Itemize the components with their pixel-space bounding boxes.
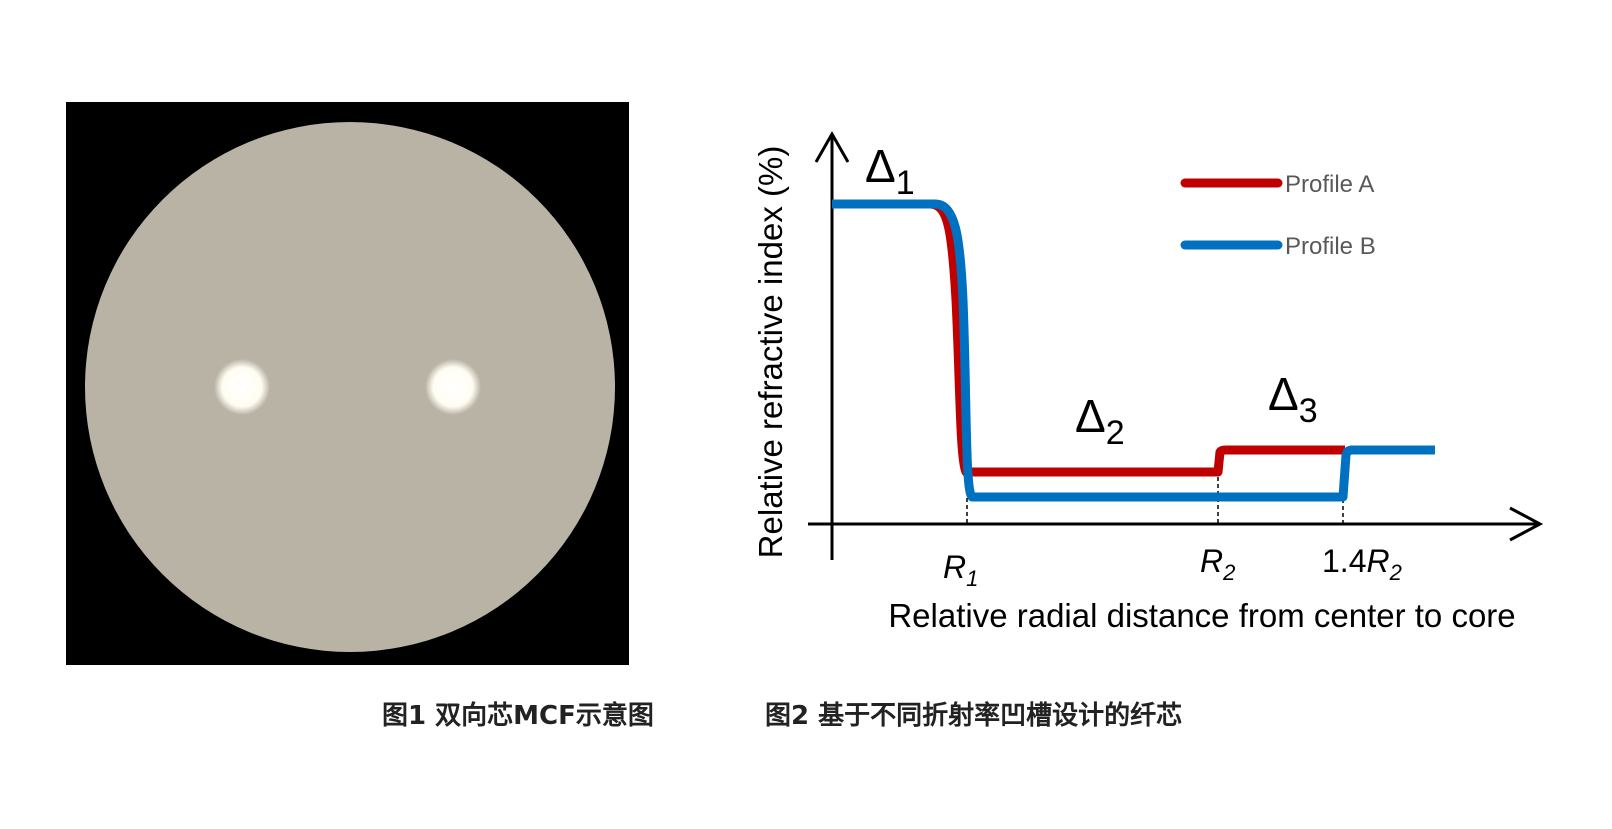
figure-caption: 图1 双向芯MCF示意图: [382, 700, 654, 731]
delta-label: Δ2: [1075, 390, 1125, 452]
legend-label: Profile A: [1285, 171, 1374, 198]
radius-label: R1: [943, 549, 978, 591]
figure-caption: 图2 基于不同折射率凹槽设计的纤芯: [765, 700, 1182, 731]
y-axis-label: Relative refractive index (%): [752, 146, 789, 559]
x-axis-label: Relative radial distance from center to …: [888, 597, 1515, 634]
x-axis-arrow: [1509, 506, 1544, 542]
y-axis-arrow: [814, 130, 850, 163]
fiber-core: [214, 359, 270, 415]
profile-b-curve: [832, 199, 1435, 502]
legend-label: Profile B: [1285, 233, 1376, 260]
delta-label: Δ1: [865, 140, 915, 202]
radius-label: R2: [1200, 543, 1235, 585]
fiber-cladding: [85, 122, 615, 652]
fiber-core: [425, 359, 481, 415]
delta-label: Δ3: [1268, 368, 1318, 430]
radius-label: 1.4R2: [1322, 543, 1402, 585]
profile-a-curve: [832, 199, 1345, 477]
radius-markers: [966, 450, 1344, 524]
